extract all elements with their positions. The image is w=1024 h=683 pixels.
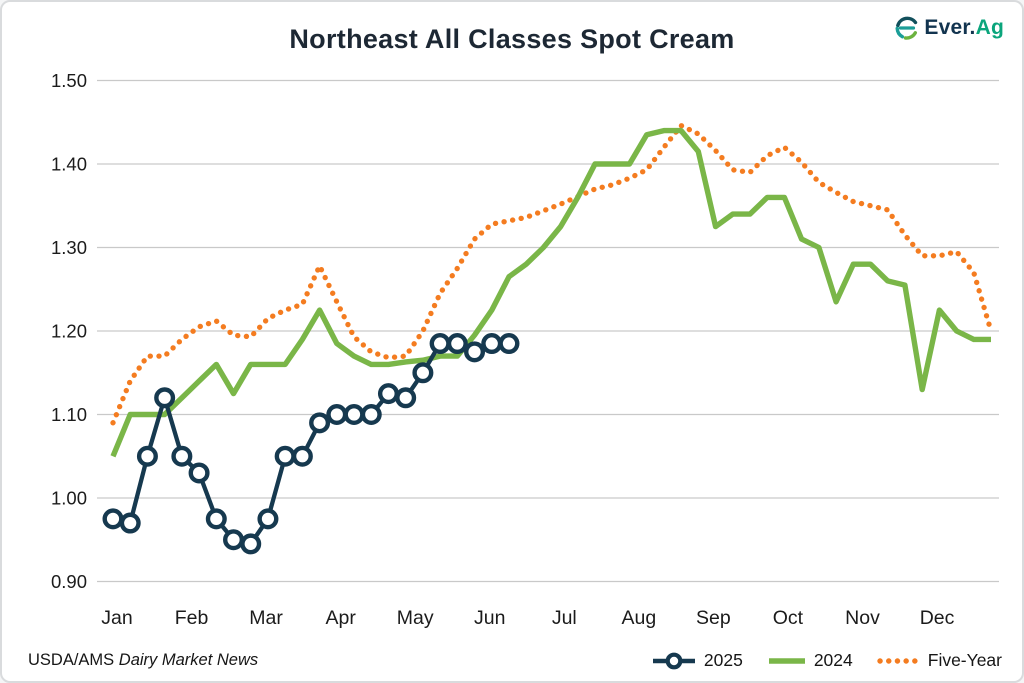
y-tick-label: 1.00	[51, 488, 87, 509]
everag-logo: Ever.Ag	[894, 15, 1004, 41]
legend-item-five-year: Five-Year	[877, 650, 1002, 671]
legend-item-2024: 2024	[767, 650, 853, 671]
x-tick-label: May	[397, 607, 434, 629]
legend-swatch-five-year	[877, 657, 921, 664]
series-marker-2025	[240, 533, 262, 555]
legend: 2025 2024 Five-Year	[651, 650, 1002, 671]
everag-logo-icon	[895, 16, 918, 40]
series-marker-2025	[102, 508, 124, 530]
chart-title: Northeast All Classes Spot Cream	[289, 24, 735, 54]
series-marker-2025	[395, 387, 417, 409]
series-marker-2025	[223, 529, 245, 551]
x-tick-label: Nov	[845, 607, 880, 629]
series-line-2025	[112, 341, 509, 547]
x-tick-label: Apr	[325, 607, 356, 629]
series-marker-2025	[205, 508, 227, 530]
series-marker-2025	[446, 333, 468, 355]
y-tick-label: 1.40	[51, 154, 87, 175]
x-tick-label: Oct	[773, 607, 804, 629]
chart-footer: USDA/AMS Dairy Market News 2025 2024	[2, 650, 1022, 671]
series-marker-2025	[188, 462, 210, 484]
series-marker-2025	[326, 404, 348, 426]
legend-label-five-year: Five-Year	[927, 650, 1002, 670]
y-tick-label: 1.30	[51, 237, 87, 258]
logo-text-accent: Ag	[975, 16, 1004, 39]
line-chart: 1.50 1.40 1.30 1.20 1.10 1.00 0.90 Jan Feb Mar Apr…	[51, 70, 999, 629]
logo-text-primary: Ever.	[924, 16, 976, 39]
legend-label-2025: 2025	[703, 650, 743, 670]
source-publication: Dairy Market News	[118, 651, 259, 669]
legend-label-2024: 2024	[813, 650, 853, 670]
x-tick-label: Jul	[552, 607, 577, 629]
y-tick-label: 1.50	[51, 70, 87, 91]
y-tick-label: 0.90	[51, 571, 87, 592]
y-tick-label: 1.10	[51, 404, 87, 425]
series-marker-2025	[412, 362, 434, 384]
x-tick-label: Feb	[175, 607, 209, 629]
x-tick-label: Jan	[101, 607, 132, 629]
series-marker-2025	[429, 333, 451, 355]
series-line-2024	[110, 127, 991, 458]
series-marker-2025	[119, 512, 141, 534]
series-marker-2025	[343, 404, 365, 426]
source-prefix: USDA/AMS	[28, 651, 115, 669]
series-marker-2025	[171, 445, 193, 467]
series-marker-2025	[309, 412, 331, 434]
x-tick-label: Sep	[696, 607, 731, 629]
series-marker-2025	[257, 508, 279, 530]
series-marker-2025	[291, 445, 313, 467]
series-marker-2025	[377, 383, 399, 405]
legend-swatch-2025	[652, 652, 695, 669]
series-marker-2025	[136, 445, 158, 467]
series-marker-2025	[498, 333, 520, 355]
x-tick-label: Aug	[621, 607, 656, 629]
x-tick-label: Mar	[249, 607, 283, 629]
series-marker-2025	[481, 333, 503, 355]
x-tick-label: Dec	[920, 607, 955, 629]
y-tick-label: 1.20	[51, 321, 87, 342]
source-note: USDA/AMS Dairy Market News	[28, 651, 258, 670]
series-marker-2025	[154, 387, 176, 409]
series-line-five-year	[110, 122, 994, 426]
legend-swatch-2024	[768, 657, 805, 664]
series-marker-2025	[360, 404, 382, 426]
series-marker-2025	[274, 445, 296, 467]
series-marker-2025	[464, 341, 486, 363]
legend-item-2025: 2025	[651, 650, 743, 671]
x-tick-label: Jun	[474, 607, 505, 629]
